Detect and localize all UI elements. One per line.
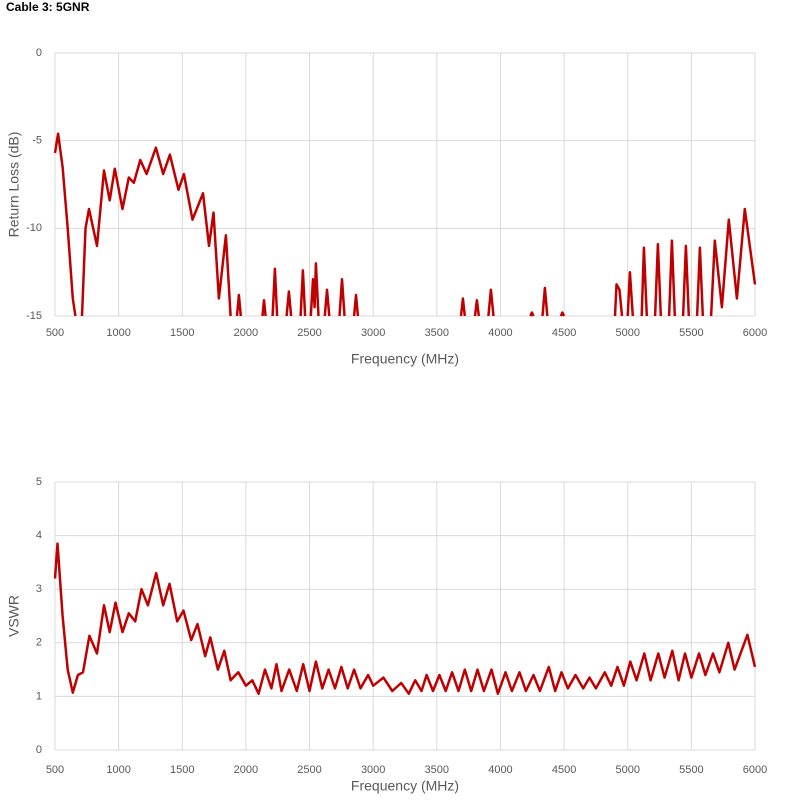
x-tick-label: 5500	[679, 327, 703, 339]
y-tick-label: 1	[36, 690, 42, 702]
x-tick-label: 1500	[170, 327, 194, 339]
y-tick-label: 0	[36, 744, 42, 756]
x-tick-label: 2500	[297, 327, 321, 339]
x-tick-label: 4000	[488, 764, 512, 776]
x-tick-label: 3500	[425, 327, 449, 339]
x-tick-label: 3000	[361, 764, 385, 776]
page-title: Cable 3: 5GNR	[6, 0, 90, 14]
x-tick-label: 6000	[743, 327, 767, 339]
x-tick-label: 2000	[234, 327, 258, 339]
data-line	[53, 542, 757, 695]
x-tick-label: 500	[46, 327, 64, 339]
y-tick-label: 5	[36, 476, 42, 488]
x-tick-label: 5000	[615, 327, 639, 339]
y-tick-label: -5	[32, 135, 42, 147]
x-tick-label: 2500	[297, 764, 321, 776]
x-tick-label: 4000	[488, 327, 512, 339]
x-tick-label: 1500	[170, 764, 194, 776]
x-tick-label: 4500	[552, 764, 576, 776]
x-tick-label: 5500	[679, 764, 703, 776]
x-axis-title: Frequency (MHz)	[351, 778, 459, 794]
x-tick-label: 5000	[615, 764, 639, 776]
x-tick-label: 3000	[361, 327, 385, 339]
y-tick-label: -15	[26, 310, 42, 322]
y-tick-label: 2	[36, 637, 42, 649]
data-line	[53, 132, 757, 317]
y-tick-label: 3	[36, 583, 42, 595]
x-tick-label: 2000	[234, 764, 258, 776]
y-tick-label: 0	[36, 47, 42, 59]
x-tick-label: 6000	[743, 764, 767, 776]
x-axis-title: Frequency (MHz)	[351, 351, 459, 367]
y-axis-title: Return Loss (dB)	[6, 132, 22, 238]
x-tick-label: 1000	[106, 327, 130, 339]
x-tick-label: 4500	[552, 327, 576, 339]
x-tick-label: 500	[46, 764, 64, 776]
x-tick-label: 3500	[425, 764, 449, 776]
x-tick-label: 1000	[106, 764, 130, 776]
y-tick-label: 4	[36, 530, 42, 542]
y-axis-title: VSWR	[6, 595, 22, 637]
y-tick-label: -10	[26, 222, 42, 234]
